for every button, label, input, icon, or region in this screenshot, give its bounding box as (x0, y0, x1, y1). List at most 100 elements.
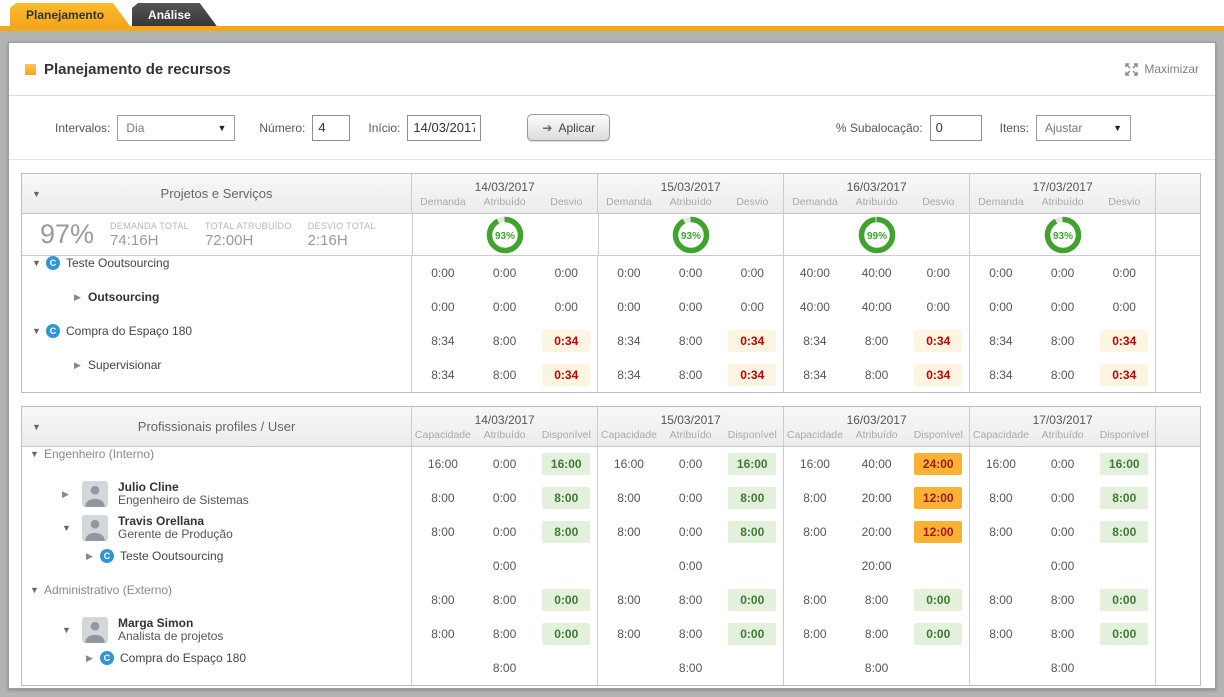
table-cell: 0:00 (1032, 515, 1094, 549)
suballocation-input[interactable] (929, 114, 982, 141)
cell-value: 16:00 (985, 457, 1016, 471)
start-date-input[interactable] (407, 114, 482, 141)
table-cell: 8:34 (970, 358, 1032, 392)
tree-row-person[interactable]: ▶ Julio Cline Engenheiro de Sistemas (22, 481, 411, 507)
intervals-select[interactable]: Dia ▼ (117, 114, 236, 141)
summary-stat: DESVIO TOTAL 2:16H (308, 221, 376, 249)
expander-open-icon[interactable]: ▼ (62, 625, 71, 635)
subcolumn-label: Atribuído (1041, 195, 1084, 208)
chevron-down-icon: ▼ (1113, 122, 1122, 133)
row-name-cell: ▶ C Teste Ooutsourcing (22, 549, 411, 583)
tree-row-project[interactable]: ▼ C Compra do Espaço 180 (22, 324, 411, 338)
cell-value: 8:00 (678, 593, 703, 607)
row-name-cell: ▶ C Compra do Espaço 180 (22, 651, 411, 685)
table-cell (907, 549, 969, 583)
tree-row-project[interactable]: ▼ C Teste Ooutsourcing (22, 256, 411, 270)
expander-open-icon[interactable]: ▼ (32, 326, 41, 336)
expander-open-icon[interactable]: ▼ (30, 585, 39, 595)
table-cell (412, 549, 474, 583)
tab-planejamento[interactable]: Planejamento (10, 3, 130, 26)
row-name-cell: ▶ Supervisionar (22, 358, 411, 392)
date-group: 8:00 (783, 651, 969, 685)
expander-closed-icon[interactable]: ▶ (86, 550, 93, 561)
date-group: 8:34 8:00 0:34 (411, 324, 597, 358)
table-cell: 0:34 (1093, 358, 1155, 392)
expander-closed-icon[interactable]: ▶ (86, 652, 93, 663)
tree-row-person[interactable]: ▼ Marga Simon Analista de projetos (22, 617, 411, 643)
cell-value: 8:34 (431, 368, 455, 382)
table-cell: 0:00 (721, 290, 783, 324)
cell-value: 0:00 (492, 300, 517, 314)
table-cell: 8:00 (474, 324, 536, 358)
allocation-donut: 93% (672, 216, 710, 253)
table-cell (412, 651, 474, 685)
expander-open-icon[interactable]: ▼ (32, 258, 41, 268)
cell-value: 8:00 (1050, 627, 1075, 641)
subcolumn-label: Disponível (727, 428, 777, 441)
date-group: 8:00 0:00 8:00 (597, 515, 783, 549)
date-group: 0:00 0:00 0:00 (597, 256, 783, 290)
cell-value: 0:00 (492, 457, 517, 471)
expander-open-icon[interactable]: ▼ (32, 188, 41, 199)
cell-value: 0:00 (989, 300, 1013, 314)
date-group: 8:00 8:00 0:00 (783, 617, 969, 651)
table-cell: 0:00 (412, 256, 474, 290)
date-group: 8:00 0:00 8:00 (969, 515, 1155, 549)
tree-row-person[interactable]: ▼ Travis Orellana Gerente de Produção (22, 515, 411, 541)
cell-value: 8:00 (864, 627, 889, 641)
items-select[interactable]: Ajustar ▼ (1036, 114, 1131, 141)
table-cell (1093, 651, 1155, 685)
value-chip: 0:00 (1100, 623, 1149, 645)
row-name-cell: ▼ Marga Simon Analista de projetos (22, 617, 411, 651)
table-cell: 8:34 (784, 324, 846, 358)
svg-text:93%: 93% (1053, 231, 1073, 242)
expander-open-icon[interactable]: ▼ (32, 421, 41, 432)
number-input[interactable] (312, 114, 351, 141)
tree-row-group[interactable]: ▼ Engenheiro (Interno) (22, 447, 411, 461)
apply-button[interactable]: ➔ Aplicar (527, 114, 611, 141)
subcolumn-label: Atribuído (483, 195, 526, 208)
table-cell: 8:00 (474, 651, 536, 685)
expander-closed-icon[interactable]: ▶ (62, 488, 69, 499)
value-chip: 0:34 (1100, 364, 1149, 386)
subcolumn-label: Demanda (978, 195, 1024, 208)
allocation-donut: 99% (858, 216, 896, 253)
cell-value: 8:00 (492, 593, 517, 607)
cell-value: 8:00 (678, 368, 703, 382)
table-title: Profissionais profiles / User (137, 419, 296, 434)
maximize-button[interactable]: Maximizar (1124, 62, 1199, 77)
date-group: 0:00 (597, 549, 783, 583)
cell-value: 16:00 (427, 457, 458, 471)
table-cell (721, 651, 783, 685)
tree-row-task[interactable]: ▶ Supervisionar (22, 358, 411, 372)
table-cell: 8:00 (474, 617, 536, 651)
date-group: 16:00 0:00 16:00 (411, 447, 597, 481)
cell-value: 0:00 (678, 559, 703, 573)
table-cell: 8:00 (846, 358, 908, 392)
expander-closed-icon[interactable]: ▶ (74, 291, 81, 302)
value-chip: 0:34 (728, 364, 777, 386)
value-chip: 0:00 (542, 623, 591, 645)
trailing-column (1155, 324, 1200, 358)
table-cell (784, 549, 846, 583)
table-cell: 0:00 (660, 549, 722, 583)
tab-analise[interactable]: Análise (132, 3, 217, 26)
date-group: 8:34 8:00 0:34 (969, 358, 1155, 392)
tree-row-group[interactable]: ▼ Administrativo (Externo) (22, 583, 411, 597)
table-cell: 8:00 (1093, 515, 1155, 549)
trailing-column (1155, 358, 1200, 392)
value-chip: 8:00 (542, 521, 591, 543)
expander-closed-icon[interactable]: ▶ (74, 359, 81, 370)
table-cell: 8:00 (846, 651, 908, 685)
tree-row-nested-project[interactable]: ▶ C Teste Ooutsourcing (22, 549, 411, 563)
tree-row-task[interactable]: ▶ Outsourcing (22, 290, 411, 304)
cell-value: 8:00 (678, 661, 703, 675)
expander-open-icon[interactable]: ▼ (62, 523, 71, 533)
donut-cell: 93% (597, 214, 784, 255)
expander-open-icon[interactable]: ▼ (30, 449, 39, 459)
table-cell: 8:00 (846, 617, 908, 651)
tree-row-nested-project[interactable]: ▶ C Compra do Espaço 180 (22, 651, 411, 665)
cell-value: 0:00 (926, 300, 950, 314)
cell-value: 40:00 (861, 457, 892, 471)
table-cell: 20:00 (846, 481, 908, 515)
